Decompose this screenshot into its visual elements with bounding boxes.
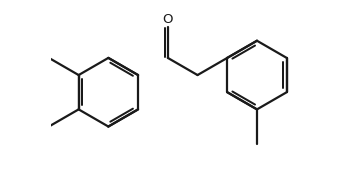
Text: O: O xyxy=(162,13,173,26)
